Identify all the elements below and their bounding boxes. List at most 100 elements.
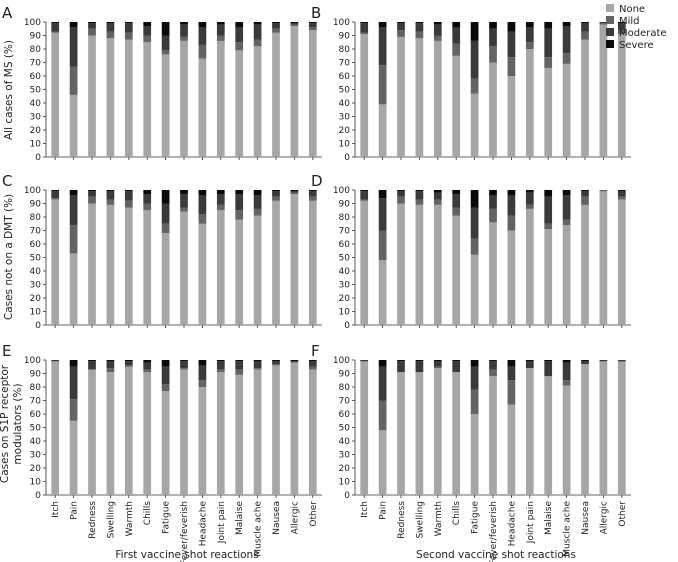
bar-moderate-swelling [415, 361, 424, 373]
bar-mild-pain [378, 65, 387, 105]
bar-none-muscle-ache [562, 225, 571, 325]
bar-none-swelling [106, 372, 115, 495]
bar-severe-warmth [433, 360, 442, 362]
bar-moderate-warmth [433, 361, 442, 367]
panels-layer: A0102030405060708090100B0102030405060708… [2, 4, 631, 562]
bar-mild-fatigue [161, 50, 170, 55]
bar-mild-swelling [415, 199, 424, 205]
bar-severe-itch [51, 190, 60, 192]
x-tick-label: Joint pain [526, 501, 536, 544]
y-tick-label: 20 [339, 126, 351, 136]
bar-mild-allergic [599, 23, 608, 25]
x-tick-label: Redness [397, 501, 407, 539]
bar-severe-muscle-ache [253, 22, 262, 25]
bar-severe-fever-feverish [180, 360, 188, 362]
bar-none-muscle-ache [562, 385, 571, 495]
bar-severe-warmth [433, 190, 442, 193]
bar-moderate-malaise [235, 27, 244, 43]
bar-moderate-muscle-ache [562, 195, 571, 220]
bar-mild-warmth [124, 365, 133, 367]
bar-severe-other [308, 22, 317, 24]
legend-swatch-mild [606, 16, 614, 24]
bar-none-chills [143, 42, 152, 157]
bar-moderate-malaise [544, 196, 553, 224]
bar-severe-other [308, 190, 317, 192]
bar-none-allergic [599, 24, 608, 158]
y-tick-label: 60 [339, 410, 351, 420]
y-tick-label: 40 [30, 267, 42, 277]
bar-severe-chills [143, 360, 152, 363]
bar-moderate-allergic [599, 360, 608, 362]
y-tick-label: 10 [30, 478, 42, 488]
bar-mild-pain [69, 225, 78, 254]
bar-none-swelling [106, 38, 115, 158]
y-tick-label: 80 [339, 383, 351, 393]
bar-none-fever-feverish [489, 376, 497, 495]
bar-severe-muscle-ache [562, 22, 571, 27]
panel-a: A 0 10 20 30 40 50 60 70 80 90 100 [2, 4, 322, 163]
bar-moderate-itch [360, 23, 369, 33]
bar-moderate-allergic [290, 191, 299, 193]
bar-none-other [617, 34, 626, 157]
bar-severe-malaise [235, 190, 244, 195]
bar-severe-other [308, 360, 317, 362]
bar-mild-pain [69, 66, 78, 95]
bar-mild-warmth [433, 35, 442, 41]
bar-moderate-nausea [272, 191, 280, 197]
bar-mild-pain [378, 400, 387, 431]
y-tick-label: 20 [30, 126, 42, 136]
bar-severe-muscle-ache [562, 360, 571, 363]
bar-none-fatigue [470, 93, 479, 157]
bar-mild-redness [88, 196, 96, 204]
x-tick-label: Warmth [125, 501, 135, 536]
bar-severe-pain [69, 360, 78, 367]
legend-swatch-severe [606, 40, 614, 48]
bar-severe-headache [198, 360, 207, 366]
y-tick-label: 60 [30, 72, 42, 82]
bar-severe-malaise [544, 22, 553, 29]
bar-none-warmth [124, 207, 133, 325]
y-tick-label: 60 [30, 410, 42, 420]
bar-moderate-pain [378, 27, 387, 66]
bar-severe-muscle-ache [253, 360, 262, 362]
row-label-3-line-2: modulators (%) [12, 383, 24, 464]
bar-severe-redness [88, 360, 96, 362]
legend-label-moderate: Moderate [619, 28, 667, 39]
y-tick-label: 10 [30, 308, 42, 318]
y-tick-label: 10 [339, 140, 351, 150]
bar-severe-allergic [290, 22, 299, 24]
bar-moderate-redness [397, 23, 405, 31]
bar-mild-headache [507, 215, 516, 231]
bar-severe-fatigue [161, 22, 170, 36]
bar-severe-redness [397, 190, 405, 192]
bar-none-headache [507, 76, 516, 157]
bar-moderate-swelling [106, 191, 115, 200]
x-tick-label: Chills [452, 501, 462, 525]
bar-moderate-fatigue [470, 366, 479, 390]
bar-mild-fever-feverish [489, 208, 497, 223]
bar-mild-other [308, 27, 317, 31]
panel-d: D 0 10 20 30 40 50 60 70 80 90 100 [311, 172, 631, 331]
y-tick-label: 90 [30, 32, 42, 42]
bar-moderate-fatigue [161, 203, 170, 224]
bar-none-swelling [415, 38, 424, 158]
y-tick-label: 20 [30, 464, 42, 474]
bar-mild-fatigue [470, 389, 479, 414]
bar-mild-malaise [544, 57, 553, 68]
y-tick-label: 90 [339, 370, 351, 380]
x-tick-label: Fever/feverish [180, 501, 190, 562]
bar-mild-redness [397, 196, 405, 204]
bar-severe-other [617, 190, 626, 192]
bar-mild-redness [397, 30, 405, 37]
bar-mild-nausea [272, 196, 280, 201]
bar-severe-swelling [106, 360, 115, 362]
y-tick-label: 60 [339, 240, 351, 250]
panel-letter-a: A [2, 4, 13, 22]
bar-moderate-itch [51, 360, 60, 362]
y-tick-label: 0 [344, 321, 350, 331]
bar-moderate-swelling [415, 191, 424, 200]
bar-severe-nausea [272, 22, 280, 24]
bar-severe-nausea [581, 360, 589, 362]
bar-mild-fever-feverish [489, 369, 497, 377]
bar-none-other [308, 30, 317, 158]
